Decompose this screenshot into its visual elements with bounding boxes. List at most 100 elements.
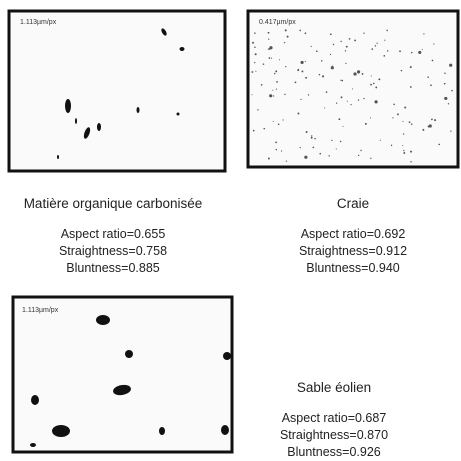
speckle <box>404 106 407 109</box>
speckle <box>374 45 377 47</box>
speckle <box>254 61 256 64</box>
image-frame <box>11 295 234 454</box>
speckle <box>319 152 322 155</box>
speckle <box>310 45 312 48</box>
speckle <box>357 99 360 101</box>
speckle <box>305 130 308 133</box>
speckle <box>278 59 281 61</box>
speckle <box>423 33 425 35</box>
speckle <box>409 66 412 69</box>
speckle <box>450 130 452 132</box>
speckle <box>409 86 412 88</box>
particle <box>159 427 165 435</box>
speckle <box>318 73 321 76</box>
speckle <box>280 150 283 152</box>
particle <box>31 395 39 405</box>
speckle <box>260 84 263 86</box>
speckle <box>403 149 405 152</box>
speckle <box>427 125 430 128</box>
speckle <box>251 71 254 73</box>
speckle <box>402 145 404 147</box>
speckle <box>263 127 266 130</box>
speckle <box>275 70 278 73</box>
speckle <box>370 83 372 86</box>
speckle <box>374 100 378 104</box>
particle <box>125 350 133 358</box>
speckle <box>390 144 393 147</box>
speckle <box>269 94 273 98</box>
speckle <box>431 59 434 62</box>
speckle <box>268 57 271 59</box>
speckle <box>434 119 437 122</box>
speckle <box>421 48 423 50</box>
speckle <box>320 60 323 62</box>
speckle <box>344 50 347 52</box>
speckle <box>370 157 372 159</box>
speckle <box>379 139 381 141</box>
speckle <box>345 45 348 48</box>
particle <box>223 352 231 360</box>
speckle <box>336 102 338 104</box>
panel-title: Sable éolien <box>297 380 371 395</box>
speckle <box>427 76 429 78</box>
speckle <box>302 61 304 63</box>
speckle <box>393 103 395 106</box>
speckle <box>251 94 253 96</box>
speckle <box>294 81 297 84</box>
speckle <box>444 96 448 101</box>
speckle <box>316 50 318 52</box>
particle <box>113 384 131 396</box>
speckle <box>400 69 403 72</box>
speckle <box>375 86 378 89</box>
particle <box>65 99 71 113</box>
speckle <box>376 42 378 44</box>
speckle <box>422 128 425 131</box>
speckle <box>311 135 313 137</box>
speckle <box>410 51 413 54</box>
speckle <box>410 150 413 153</box>
speckle <box>304 155 308 159</box>
speckle <box>273 95 275 97</box>
speckle <box>392 117 394 119</box>
particle <box>75 118 77 124</box>
speckle <box>370 75 372 77</box>
speckle <box>402 133 405 135</box>
particle <box>179 47 185 51</box>
particle <box>83 127 91 139</box>
speckle <box>269 46 273 50</box>
metric: Aspect ratio=0.687 <box>282 411 387 425</box>
speckle <box>383 54 386 57</box>
speckle <box>286 35 289 38</box>
speckle <box>354 39 357 42</box>
speckle <box>329 33 332 36</box>
speckle <box>397 113 399 116</box>
particle <box>96 315 110 325</box>
speckle <box>257 109 259 111</box>
speckle <box>340 40 342 43</box>
speckle <box>301 70 304 73</box>
speckle <box>408 121 411 124</box>
particle <box>30 443 36 447</box>
speckle <box>402 120 404 122</box>
speckle <box>275 141 278 144</box>
scale-label: 1.113µm/px <box>20 19 57 26</box>
speckle <box>272 89 274 91</box>
particle <box>176 112 180 116</box>
speckle <box>254 32 256 34</box>
speckle <box>267 48 270 50</box>
metric: Bluntness=0.885 <box>66 261 160 275</box>
speckle <box>403 152 406 154</box>
image-frame <box>7 9 227 173</box>
metric: Aspect ratio=0.692 <box>301 227 406 241</box>
speckle <box>272 120 274 122</box>
speckle <box>438 143 441 146</box>
speckle <box>330 66 334 70</box>
speckle <box>340 96 343 99</box>
speckle <box>431 118 433 121</box>
speckle <box>342 125 344 127</box>
speckle <box>274 72 276 75</box>
speckle <box>418 50 422 55</box>
scale-label: 1.113µm/px <box>22 307 59 314</box>
speckle <box>297 112 300 115</box>
particle <box>136 107 140 113</box>
